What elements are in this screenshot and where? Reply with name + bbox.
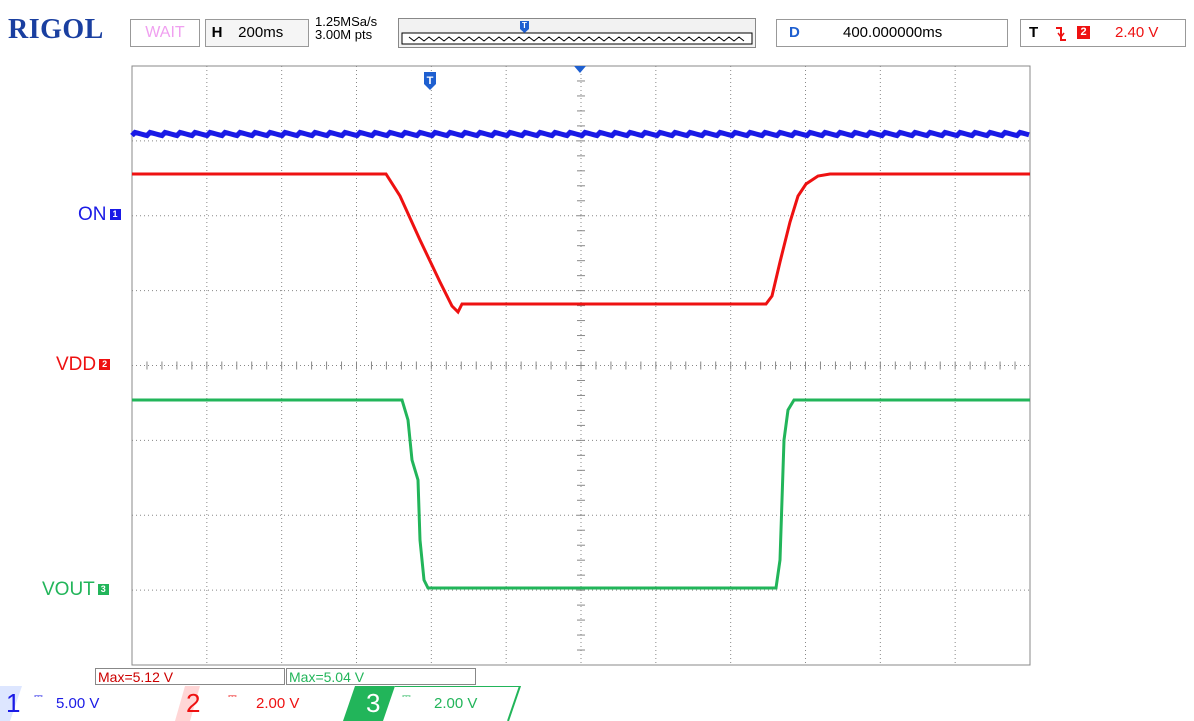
trigger-level: 2.40 V	[1115, 24, 1159, 41]
ch3-scale: 2.00 V	[434, 695, 478, 712]
trigger-source-badge: 2	[1077, 26, 1090, 39]
ch3-marker: 3	[97, 584, 109, 596]
ch1-label[interactable]: ON 1	[78, 204, 121, 226]
timebase-control[interactable]: H 200ms	[205, 19, 309, 47]
trigger-control[interactable]: T 2 2.40 V	[1020, 19, 1186, 47]
ch3-dc-coupling-icon: ⎓	[402, 690, 411, 702]
timebase-value: 200ms	[238, 24, 284, 41]
delay-control[interactable]: D 400.000000ms	[776, 19, 1008, 47]
svg-text:T: T	[522, 21, 527, 30]
ch3-scale-button[interactable]: 3 ⎓ 2.00 V	[350, 686, 520, 721]
sample-rate: 1.25MSa/s	[315, 14, 378, 29]
memory-depth: 3.00M pts	[315, 27, 373, 42]
top-status-bar: RIGOL WAIT H 200ms 1.25MSa/s 3.00M pts T…	[0, 0, 1194, 58]
measurement-max-1[interactable]: Max=5.12 V	[95, 668, 285, 685]
memory-waveform-preview: T	[401, 21, 753, 45]
ch3-label[interactable]: VOUT 3	[42, 579, 109, 601]
falling-edge-icon	[1056, 27, 1066, 41]
delay-value: 400.000000ms	[843, 24, 943, 41]
ch1-dc-coupling-icon: ⎓	[34, 690, 43, 702]
memory-overview[interactable]: T	[398, 18, 756, 48]
ch1-marker: 1	[109, 209, 121, 221]
ch2-scale: 2.00 V	[256, 695, 300, 712]
ch1-scale-button[interactable]: 1 ⎓ 5.00 V	[0, 686, 180, 721]
ch2-dc-coupling-icon: ⎓	[228, 690, 237, 702]
graticule	[131, 65, 1031, 666]
ch2-trace	[132, 172, 1030, 315]
ch1-number: 1	[6, 688, 21, 718]
trigger-position-icon[interactable]: T	[424, 72, 436, 90]
memory-trigger-icon: T	[520, 21, 529, 33]
delay-key: D	[789, 24, 800, 41]
down-triangle-icon	[574, 66, 586, 73]
ch2-scale-button[interactable]: 2 ⎓ 2.00 V	[180, 686, 350, 721]
timebase-key: H	[211, 24, 223, 41]
brand-logo: RIGOL	[8, 14, 104, 45]
ch1-trace	[130, 129, 1030, 139]
ch3-number: 3	[366, 688, 381, 718]
svg-text:T: T	[427, 75, 434, 87]
ch2-label[interactable]: VDD 2	[56, 354, 111, 376]
run-status-button[interactable]: WAIT	[130, 19, 200, 47]
ch2-marker: 2	[99, 359, 111, 371]
ch3-trace	[132, 398, 1030, 590]
channel-bar-bg	[0, 686, 522, 721]
trigger-key: T	[1029, 24, 1039, 41]
acquisition-info: 1.25MSa/s 3.00M pts	[315, 15, 377, 43]
ch1-scale: 5.00 V	[56, 695, 100, 712]
ch2-number: 2	[186, 688, 201, 718]
measurement-max-2[interactable]: Max=5.04 V	[286, 668, 476, 685]
